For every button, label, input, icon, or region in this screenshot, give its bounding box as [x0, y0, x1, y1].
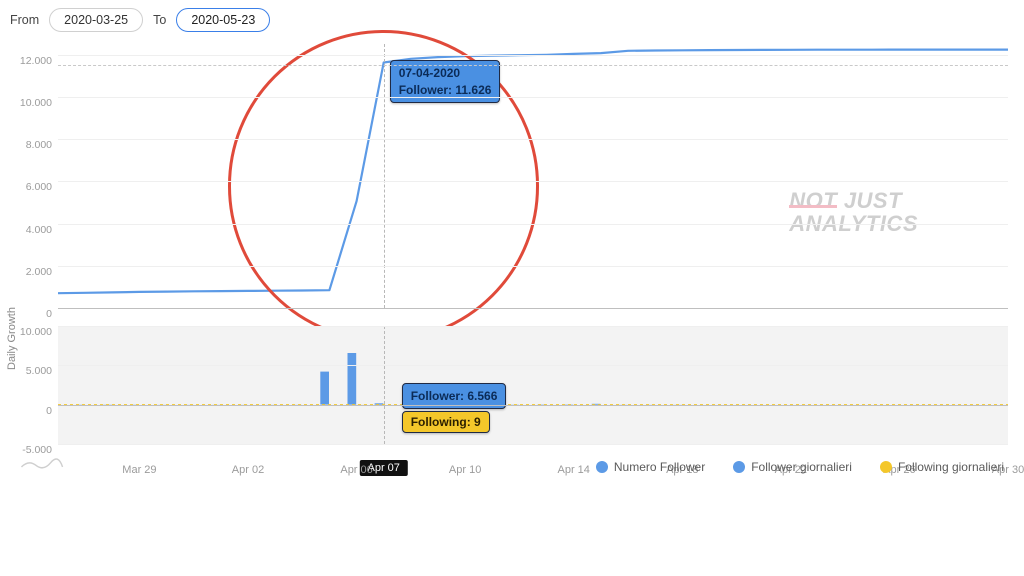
y-tick-label: 0	[46, 405, 52, 417]
y-tick-label: -5.000	[22, 444, 52, 456]
x-tick-label: Apr 14	[557, 464, 589, 476]
x-tick-label: Mar 29	[122, 464, 156, 476]
y-tick-label: 10.000	[20, 326, 52, 338]
tooltip-top-date: 07-04-2020	[399, 65, 492, 81]
y-tick-label: 12.000	[20, 55, 52, 67]
follower-line-chart[interactable]: 02.0004.0006.0008.00010.00012.000 07-04-…	[10, 38, 1014, 308]
y-tick-label: 0	[46, 308, 52, 320]
hover-vertical-line-bottom	[384, 326, 385, 444]
legend-item-following-giornalieri[interactable]: Following giornalieri	[880, 460, 1004, 474]
y-tick-label: 2.000	[26, 266, 52, 278]
from-label: From	[10, 13, 39, 27]
x-tick-label: Apr 02	[232, 464, 264, 476]
daily-growth-bar-chart[interactable]: Daily Growth -5.00005.00010.000 Follower…	[10, 320, 1014, 480]
tooltip-bottom-follower-text: Follower: 6.566	[411, 389, 498, 403]
legend: Numero Follower Follower giornalieri Fol…	[596, 460, 1004, 474]
x-tick-label: Apr 10	[449, 464, 481, 476]
legend-item-follower-giornalieri[interactable]: Follower giornalieri	[733, 460, 852, 474]
legend-item-numero-follower[interactable]: Numero Follower	[596, 460, 705, 474]
to-label: To	[153, 13, 166, 27]
tooltip-bottom-following: Following: 9	[402, 411, 490, 433]
x-tick-label: Apr 06	[340, 464, 372, 476]
legend-label: Follower giornalieri	[751, 460, 852, 474]
y-tick-label: 6.000	[26, 181, 52, 193]
sparkline-icon	[20, 456, 64, 472]
legend-dot-icon	[880, 461, 892, 473]
tooltip-bottom-following-text: Following: 9	[411, 415, 481, 429]
legend-dot-icon	[733, 461, 745, 473]
y-tick-label: 10.000	[20, 97, 52, 109]
legend-label: Numero Follower	[614, 460, 705, 474]
y-tick-label: 4.000	[26, 224, 52, 236]
y-tick-label: 8.000	[26, 139, 52, 151]
date-to-pill[interactable]: 2020-05-23	[176, 8, 270, 32]
legend-label: Following giornalieri	[898, 460, 1004, 474]
hover-vertical-line	[384, 44, 385, 308]
y-tick-label: 5.000	[26, 365, 52, 377]
tooltip-top-value: Follower: 11.626	[399, 82, 492, 98]
date-from-pill[interactable]: 2020-03-25	[49, 8, 143, 32]
legend-dot-icon	[596, 461, 608, 473]
